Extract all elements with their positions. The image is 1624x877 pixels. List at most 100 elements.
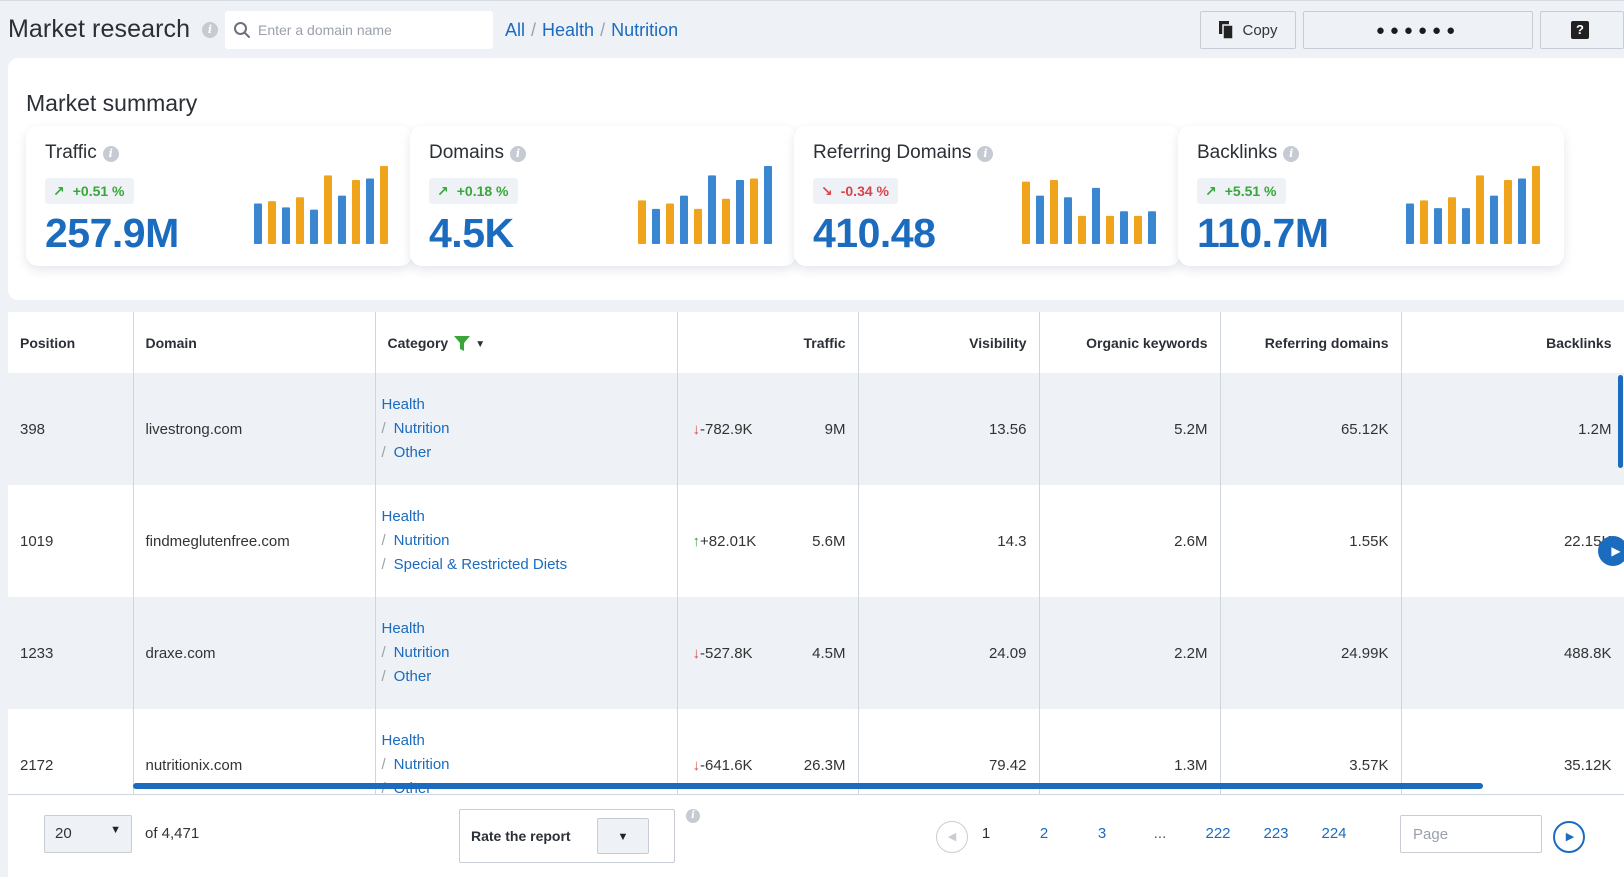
domain-cell[interactable]: livestrong.com — [133, 373, 376, 485]
breadcrumb-separator: / — [600, 20, 606, 40]
breadcrumb-health[interactable]: Health — [542, 20, 595, 40]
breadcrumb-all[interactable]: All — [505, 20, 526, 40]
column-header-domain[interactable]: Domain — [133, 312, 376, 373]
organic-keywords-cell: 5.2M — [1039, 373, 1221, 485]
column-header-organic-keywords[interactable]: Organic keywords — [1039, 312, 1221, 373]
page-link[interactable]: 224 — [1321, 825, 1347, 842]
visibility-cell: 14.3 — [858, 485, 1040, 597]
breadcrumb-nutrition[interactable]: Nutrition — [611, 20, 679, 40]
position-cell: 2172 — [8, 709, 134, 794]
page-link[interactable]: 2 — [1039, 825, 1049, 842]
sparkline-bar — [1406, 203, 1414, 244]
column-header-label: Category — [387, 334, 449, 351]
sparkline-bar — [652, 208, 660, 244]
category-label: Other — [393, 668, 432, 685]
category-separator: / — [381, 420, 386, 437]
sparkline-bar — [1148, 211, 1156, 244]
sparkline-bar — [1120, 211, 1128, 244]
sparkline-bar — [1490, 195, 1498, 244]
category-link[interactable]: Health — [382, 505, 665, 529]
search-input[interactable] — [258, 19, 483, 41]
sparkline-bar — [310, 209, 318, 244]
category-link[interactable]: / Nutrition — [382, 529, 665, 553]
info-icon[interactable]: i — [102, 146, 119, 162]
scroll-right-button[interactable]: ▶ — [1598, 536, 1624, 566]
sparkline-chart — [254, 166, 388, 244]
domain-cell[interactable]: nutritionix.com — [133, 709, 376, 794]
sparkline-bar — [1462, 208, 1470, 244]
help-button[interactable]: ? — [1540, 11, 1624, 49]
domain-cell[interactable]: draxe.com — [133, 597, 376, 709]
top-bar: Market research i All/Health/Nutrition C… — [0, 0, 1624, 58]
column-header-position[interactable]: Position — [8, 312, 134, 373]
page-number-input[interactable] — [1400, 815, 1542, 853]
category-link[interactable]: / Other — [382, 441, 665, 465]
category-link[interactable]: / Special & Restricted Diets — [382, 553, 665, 577]
category-link[interactable]: Health — [382, 393, 665, 417]
category-link[interactable]: / Nutrition — [382, 417, 665, 441]
column-header-backlinks[interactable]: Backlinks — [1401, 312, 1624, 373]
category-link[interactable]: / Other — [382, 665, 665, 689]
referring-domains-cell: 1.55K — [1220, 485, 1402, 597]
info-icon[interactable]: i — [977, 146, 994, 162]
page-link[interactable]: 1 — [981, 825, 991, 842]
copy-button[interactable]: Copy — [1200, 11, 1296, 49]
sparkline-bar — [1434, 208, 1442, 244]
sparkline-bar — [380, 166, 388, 244]
horizontal-scrollbar[interactable] — [133, 783, 1483, 789]
category-link[interactable]: / Nutrition — [382, 641, 665, 665]
category-separator: / — [381, 644, 386, 661]
position-cell: 1019 — [8, 485, 134, 597]
category-label: Nutrition — [393, 644, 450, 661]
sparkline-bar — [1064, 197, 1072, 244]
previous-page-button[interactable]: ◀ — [936, 821, 968, 853]
change-value: +5.51 % — [1224, 183, 1277, 199]
copy-label: Copy — [1242, 21, 1278, 39]
category-link[interactable]: Health — [382, 729, 665, 753]
rate-report-dropdown[interactable]: ▼ — [597, 818, 649, 854]
sparkline-bar — [338, 195, 346, 244]
column-header-category[interactable]: Category ▼ — [375, 312, 678, 373]
filter-icon[interactable] — [454, 335, 471, 351]
page-link[interactable]: 223 — [1263, 825, 1289, 842]
traffic-value: 9M — [824, 420, 846, 438]
table-row[interactable]: 398 livestrong.com Health / Nutrition / Other ↓… — [8, 373, 1624, 485]
traffic-cell: ↓-527.8K 4.5M — [677, 597, 859, 709]
table-row[interactable]: 1019 findmeglutenfree.com Health / Nutrition… — [8, 485, 1624, 597]
backlinks-cell: 1.2M — [1401, 373, 1624, 485]
info-icon[interactable]: i — [509, 146, 526, 162]
sparkline-chart — [638, 166, 772, 244]
next-page-button[interactable]: ▶ — [1553, 821, 1585, 853]
sparkline-bar — [638, 200, 646, 244]
position-cell: 1233 — [8, 597, 134, 709]
page-link[interactable]: 222 — [1205, 825, 1231, 842]
sparkline-bar — [296, 197, 304, 244]
column-header-traffic[interactable]: Traffic — [677, 312, 859, 373]
info-icon[interactable]: i — [202, 22, 218, 38]
sparkline-bar — [1134, 215, 1142, 244]
masked-button[interactable]: ●●●●●● — [1303, 11, 1533, 49]
category-link[interactable]: / Nutrition — [382, 753, 665, 777]
category-link[interactable]: Health — [382, 617, 665, 641]
breadcrumb: All / Health / Nutrition — [505, 20, 678, 41]
table-row[interactable]: 1233 draxe.com Health / Nutrition / Other ↓-527… — [8, 597, 1624, 709]
table-row[interactable]: 2172nutritionix.comHealth/Nutrition/Othe… — [8, 709, 1624, 794]
info-icon[interactable]: i — [686, 809, 700, 823]
backlinks-card: Backlinks i ↗ +5.51 % 110.7M — [1178, 126, 1564, 266]
page-link[interactable]: 3 — [1097, 825, 1107, 842]
rate-report-label: Rate the report — [471, 828, 571, 844]
domain-cell[interactable]: findmeglutenfree.com — [133, 485, 376, 597]
traffic-cell: ↓-782.9K 9M — [677, 373, 859, 485]
domains-card: Domains i ↗ +0.18 % 4.5K — [410, 126, 796, 266]
category-label: Health — [381, 396, 425, 413]
change-badge: ↘ -0.34 % — [813, 178, 898, 204]
sparkline-bar — [1106, 215, 1114, 244]
chevron-down-icon[interactable]: ▼ — [475, 338, 486, 350]
arrow-down-icon: ↓ — [692, 644, 701, 662]
info-icon[interactable]: i — [1283, 146, 1300, 162]
column-header-visibility[interactable]: Visibility — [858, 312, 1040, 373]
rows-per-page-select[interactable]: 20 ▼ — [44, 815, 132, 853]
vertical-scrollbar[interactable] — [1618, 375, 1623, 468]
domain-search[interactable] — [225, 11, 493, 49]
column-header-referring-domains[interactable]: Referring domains — [1220, 312, 1402, 373]
